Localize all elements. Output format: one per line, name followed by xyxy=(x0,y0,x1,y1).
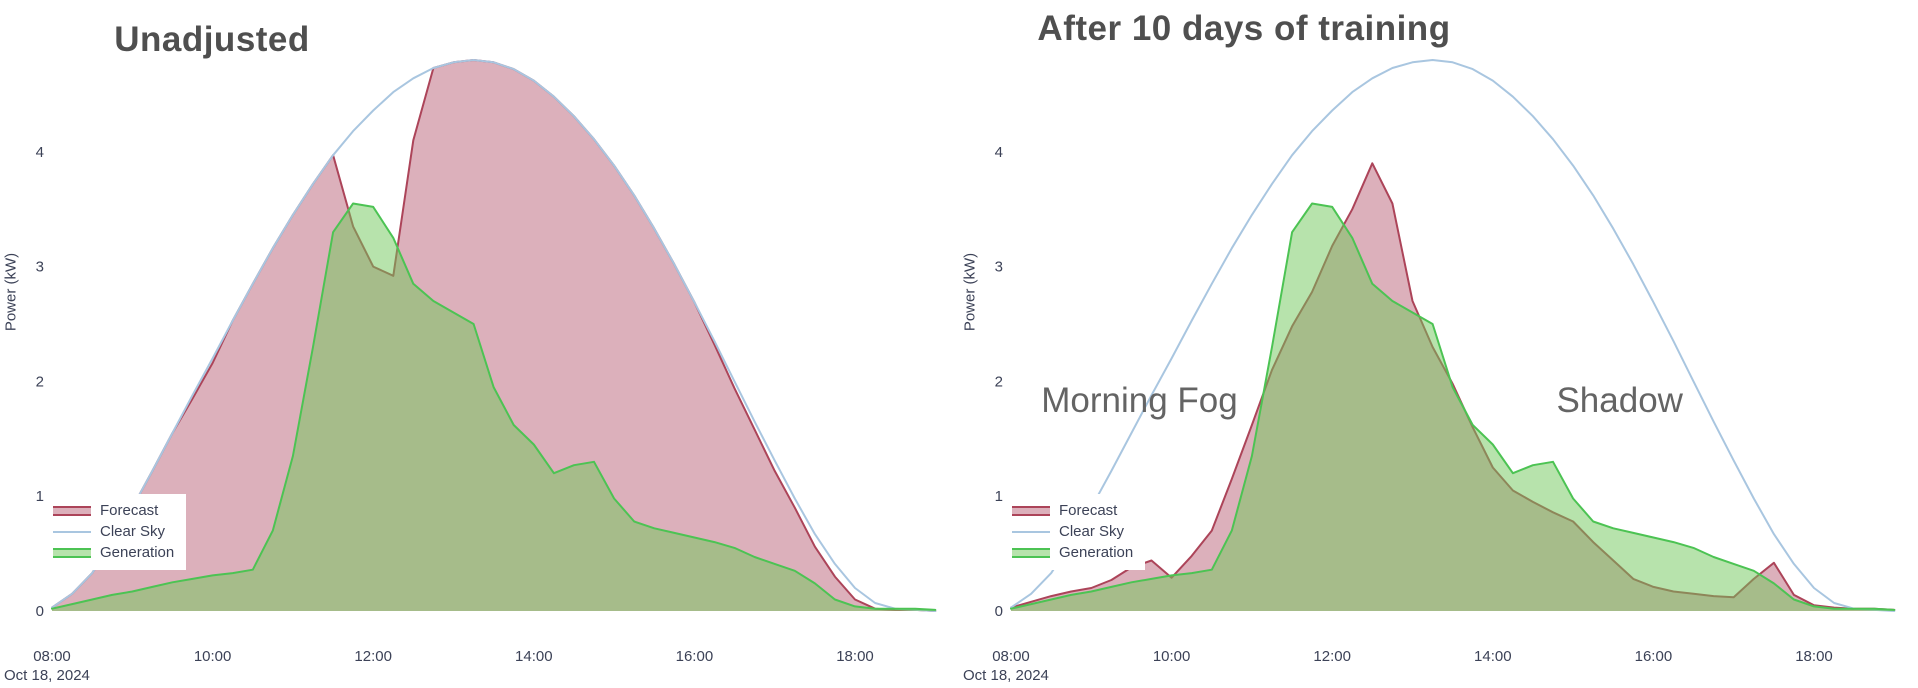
x-tick-label: 12:00 xyxy=(1313,648,1351,665)
x-axis-date-label: Oct 18, 2024 xyxy=(4,667,90,684)
x-tick-label: 10:00 xyxy=(194,648,232,665)
generation-swatch-icon xyxy=(53,547,91,558)
legend-label: Clear Sky xyxy=(100,523,166,540)
y-tick-label: 1 xyxy=(36,488,44,505)
legend: Forecast Clear Sky Generation xyxy=(1005,494,1146,570)
legend-item-generation[interactable]: Generation xyxy=(1012,544,1133,561)
x-tick-label: 10:00 xyxy=(1153,648,1191,665)
y-tick-label: 3 xyxy=(36,259,44,276)
y-tick-label: 0 xyxy=(36,603,44,620)
y-axis-title: Power (kW) xyxy=(961,252,979,332)
annotation-text: Shadow xyxy=(1556,381,1683,420)
plot-area-unadjusted[interactable]: 08:00 10:00 12:00 14:00 16:00 18:00 0 1 2 3 4 xyxy=(0,0,959,688)
generation-line xyxy=(1010,202,1896,611)
y-tick-label: 0 xyxy=(995,603,1003,620)
clear-sky-swatch-icon xyxy=(1012,530,1050,533)
legend-label: Forecast xyxy=(100,502,159,519)
legend-item-forecast[interactable]: Forecast xyxy=(53,502,174,519)
legend-label: Generation xyxy=(1059,544,1134,561)
plot-area-trained[interactable]: 08:00 10:00 12:00 14:00 16:00 18:00 0 1 2 3 4 Morni… xyxy=(959,0,1918,688)
legend-item-forecast[interactable]: Forecast xyxy=(1012,502,1133,519)
y-tick-label: 4 xyxy=(36,144,44,161)
x-tick-label: 16:00 xyxy=(1635,648,1673,665)
chart-title-trained: After 10 days of training xyxy=(1037,9,1451,48)
legend-label: Generation xyxy=(100,544,175,561)
chart-panel-trained: 08:00 10:00 12:00 14:00 16:00 18:00 0 1 2 3 4 Morni… xyxy=(959,0,1918,688)
legend-item-clear-sky[interactable]: Clear Sky xyxy=(53,523,174,540)
clear-sky-swatch-icon xyxy=(53,530,91,533)
legend-item-generation[interactable]: Generation xyxy=(53,544,174,561)
chart-panel-unadjusted: 08:00 10:00 12:00 14:00 16:00 18:00 0 1 2 3 4 Unad… xyxy=(0,0,959,688)
y-axis-title: Power (kW) xyxy=(2,252,20,332)
chart-title-unadjusted: Unadjusted xyxy=(114,20,310,59)
clear-sky-line xyxy=(51,59,937,612)
y-tick-label: 2 xyxy=(36,373,44,390)
legend-label: Clear Sky xyxy=(1059,523,1125,540)
y-tick-label: 3 xyxy=(995,259,1003,276)
x-tick-label: 16:00 xyxy=(676,648,714,665)
annotation-text: Morning Fog xyxy=(1041,381,1237,420)
x-tick-label: 18:00 xyxy=(836,648,874,665)
x-tick-label: 18:00 xyxy=(1795,648,1833,665)
legend: Forecast Clear Sky Generation xyxy=(46,494,187,570)
forecast-swatch-icon xyxy=(53,505,91,516)
y-tick-label: 4 xyxy=(995,144,1003,161)
forecast-area xyxy=(52,60,936,611)
generation-swatch-icon xyxy=(1012,547,1050,558)
x-tick-label: 12:00 xyxy=(354,648,392,665)
generation-line xyxy=(51,202,937,611)
x-tick-label: 14:00 xyxy=(515,648,553,665)
x-tick-label: 08:00 xyxy=(33,648,71,665)
x-tick-label: 14:00 xyxy=(1474,648,1512,665)
generation-area xyxy=(1011,203,1895,611)
generation-area xyxy=(52,203,936,611)
clear-sky-line xyxy=(1010,59,1896,612)
x-axis-date-label: Oct 18, 2024 xyxy=(963,667,1049,684)
x-tick-label: 08:00 xyxy=(992,648,1030,665)
y-tick-label: 2 xyxy=(995,373,1003,390)
legend-item-clear-sky[interactable]: Clear Sky xyxy=(1012,523,1133,540)
y-tick-label: 1 xyxy=(995,488,1003,505)
forecast-swatch-icon xyxy=(1012,505,1050,516)
legend-label: Forecast xyxy=(1059,502,1118,519)
